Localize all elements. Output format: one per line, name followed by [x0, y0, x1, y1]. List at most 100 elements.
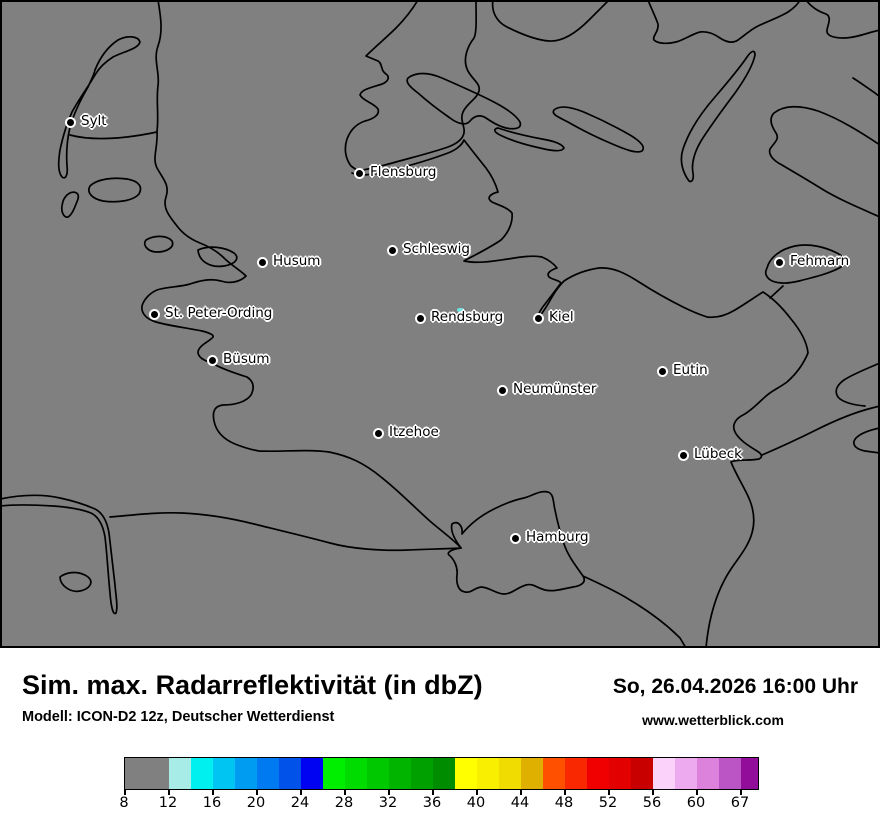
colorbar-segment	[345, 758, 367, 789]
colorbar-tick	[696, 790, 698, 795]
island-als	[406, 72, 522, 130]
island-fehmarn	[764, 244, 846, 284]
colorbar-tick	[740, 790, 742, 795]
colorbar-tick-label: 60	[686, 795, 706, 811]
colorbar-tick-label: 67	[730, 795, 750, 811]
island-lolland	[768, 105, 880, 218]
colorbar-segment	[389, 758, 411, 789]
model-info: Modell: ICON-D2 12z, Deutscher Wetterdie…	[22, 709, 335, 725]
colorbar-tick-label: 36	[422, 795, 442, 811]
colorbar-segment	[257, 758, 279, 789]
colorbar-tick	[652, 790, 654, 795]
page-title: Sim. max. Radarreflektivität (in dbZ)	[22, 670, 483, 700]
website-credit: www.wetterblick.com	[642, 712, 784, 728]
city-dot-icon	[533, 313, 544, 324]
city-label: Fehmarn	[790, 253, 850, 269]
mecklenburg-coast-wedge-1	[835, 362, 880, 407]
city-label: Schleswig	[403, 241, 470, 257]
city-dot-icon	[257, 257, 268, 268]
colorbar-tick-label: 20	[246, 795, 266, 811]
colorbar-segment	[455, 758, 477, 789]
colorbar-tick-label: 40	[466, 795, 486, 811]
hamburg-city-outline	[447, 490, 586, 595]
colorbar-segment	[675, 758, 697, 789]
colorbar-tick-label: 12	[158, 795, 178, 811]
colorbar	[124, 757, 759, 790]
colorbar-tick-label: 16	[202, 795, 222, 811]
colorbar-segment	[323, 758, 345, 789]
colorbar-tick-label: 48	[554, 795, 574, 811]
colorbar-segment	[191, 758, 213, 789]
island-sylt	[57, 36, 141, 179]
colorbar-segment	[499, 758, 521, 789]
colorbar-tick-label: 44	[510, 795, 530, 811]
coast-right-edge	[852, 77, 880, 98]
colorbar-segment	[279, 758, 301, 789]
colorbar-segment	[213, 758, 235, 789]
valid-datetime: So, 26.04.2026 16:00 Uhr	[612, 675, 858, 698]
colorbar-segment	[169, 758, 191, 789]
colorbar-tick-label: 8	[119, 795, 129, 811]
city-label: Hamburg	[526, 529, 589, 545]
colorbar-segment	[609, 758, 631, 789]
colorbar-segment	[653, 758, 675, 789]
colorbar-segment	[587, 758, 609, 789]
elbe-south-shore	[109, 511, 462, 552]
elbe-marsh-island	[59, 571, 92, 593]
colorbar-segment	[543, 758, 565, 789]
island-foehr	[88, 177, 142, 203]
city-label: Husum	[273, 253, 321, 269]
colorbar-tick-label: 52	[598, 795, 618, 811]
city-dot-icon	[65, 117, 76, 128]
colorbar-segment	[433, 758, 455, 789]
colorbar-segment	[521, 758, 543, 789]
colorbar-tick-label: 24	[290, 795, 310, 811]
city-dot-icon	[497, 385, 508, 396]
city-label: Büsum	[223, 351, 270, 367]
city-label: Neumünster	[513, 381, 597, 397]
city-dot-icon	[149, 309, 160, 320]
colorbar-tick	[564, 790, 566, 795]
baltic-coast	[351, 139, 809, 648]
coast-top-right-corner	[805, 0, 880, 39]
city-dot-icon	[415, 313, 426, 324]
colorbar-tick-label: 32	[378, 795, 398, 811]
city-label: Rendsburg	[431, 309, 504, 325]
colorbar-tick	[212, 790, 214, 795]
city-dot-icon	[387, 245, 398, 256]
colorbar-segment	[235, 758, 257, 789]
island-amrum	[60, 191, 80, 218]
colorbar-tick	[476, 790, 478, 795]
colorbar-segment	[411, 758, 433, 789]
island-als-sliver	[494, 127, 565, 152]
elbe-south-shore-west	[0, 494, 118, 615]
island-aeroe	[552, 106, 645, 153]
colorbar-tick	[608, 790, 610, 795]
city-dot-icon	[373, 428, 384, 439]
danish-coast-fyn	[647, 0, 801, 45]
colorbar-segment	[565, 758, 587, 789]
colorbar-tick	[344, 790, 346, 795]
danish-coast-flensburg-fjord	[344, 0, 481, 172]
city-label: Flensburg	[370, 164, 437, 180]
colorbar-segment	[719, 758, 741, 789]
colorbar-tick	[520, 790, 522, 795]
city-label: Kiel	[549, 309, 574, 325]
colorbar-tick	[300, 790, 302, 795]
island-nordstrand	[197, 246, 238, 268]
colorbar-segment	[301, 758, 323, 789]
city-label: Lübeck	[694, 446, 742, 462]
city-dot-icon	[678, 450, 689, 461]
colorbar-tick	[388, 790, 390, 795]
city-label: St. Peter-Ording	[165, 305, 273, 321]
danish-coast-alssund	[491, 0, 610, 42]
city-dot-icon	[774, 257, 785, 268]
luebeck-bay-south-shore	[761, 405, 880, 456]
coastline-map	[0, 0, 880, 648]
colorbar-segment	[741, 758, 758, 789]
coastline-west	[141, 0, 462, 549]
colorbar-tick-label: 56	[642, 795, 662, 811]
colorbar-segment	[631, 758, 653, 789]
colorbar-segment	[367, 758, 389, 789]
